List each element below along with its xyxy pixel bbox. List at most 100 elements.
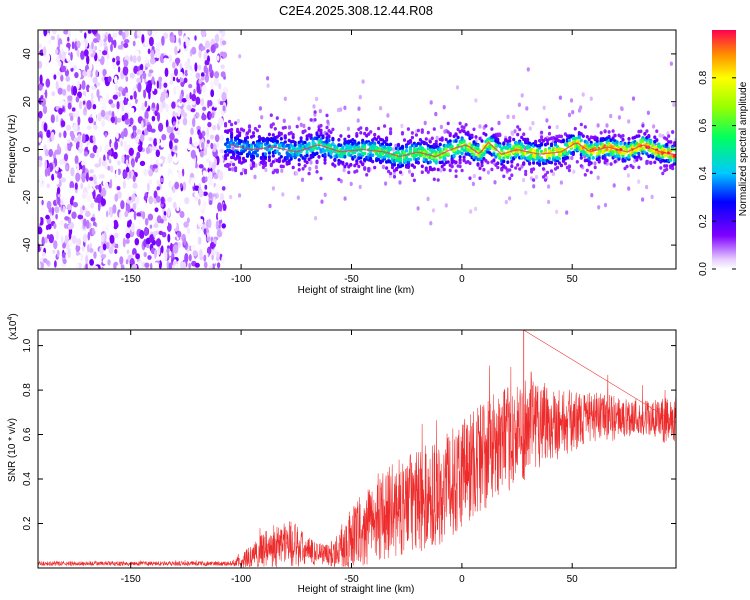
signal-cell: [613, 133, 617, 138]
noise-cell: [84, 107, 87, 112]
noise-cell: [208, 100, 213, 107]
noise-cell: [133, 210, 137, 221]
noise-cell: [47, 166, 51, 177]
signal-cell: [665, 164, 669, 168]
signal-cell: [665, 167, 669, 172]
noise-cell: [194, 35, 197, 41]
noise-cell: [62, 258, 67, 265]
noise-cell: [82, 164, 86, 174]
signal-cell: [426, 130, 430, 135]
noise-cell: [202, 170, 207, 177]
signal-cell: [480, 160, 484, 165]
noise-cell: [151, 115, 156, 122]
noise-cell: [143, 195, 147, 201]
noise-cell: [101, 75, 106, 82]
noise-cell: [193, 88, 196, 95]
noise-cell: [84, 39, 88, 48]
noise-cell: [231, 167, 235, 172]
signal-cell: [263, 152, 267, 156]
signal-cell: [540, 130, 544, 135]
signal-cell: [323, 155, 327, 159]
noise-cell: [128, 105, 132, 113]
noise-cell: [87, 30, 92, 34]
noise-cell: [82, 70, 88, 77]
noise-cell: [135, 98, 138, 104]
noise-cell: [179, 93, 183, 104]
signal-cell: [547, 131, 552, 136]
noise-cell: [116, 117, 122, 123]
noise-cell: [181, 98, 187, 103]
snr-multiplier-base: (x10: [8, 320, 19, 340]
colorbar-tick-label: 0.2: [698, 214, 709, 228]
noise-cell: [161, 134, 167, 141]
signal-cell: [518, 167, 522, 171]
colorbar-gradient: [712, 30, 736, 269]
signal-cell: [327, 138, 331, 143]
noise-cell: [219, 30, 224, 34]
noise-cell: [159, 177, 164, 183]
noise-cell: [151, 145, 158, 152]
noise-cell: [63, 130, 67, 139]
noise-cell: [82, 100, 86, 105]
noise-cell: [139, 63, 144, 71]
noise-cell: [171, 101, 176, 109]
noise-cell: [83, 151, 88, 157]
noise-cell: [222, 105, 226, 112]
noise-cell: [99, 38, 103, 48]
signal-cell: [408, 139, 412, 143]
noise-cell: [102, 33, 105, 40]
signal-cell: [373, 132, 377, 137]
spectral-ridge: [229, 141, 674, 158]
signal-cell: [412, 165, 416, 169]
noise-cell: [42, 105, 48, 114]
signal-cell: [496, 139, 500, 144]
signal-cell: [553, 162, 558, 166]
signal-cell: [448, 133, 452, 138]
noise-cell: [57, 196, 61, 205]
signal-cell: [547, 146, 552, 151]
noise-cell: [287, 125, 292, 130]
noise-cell: [113, 39, 117, 49]
noise-cell: [203, 124, 206, 132]
noise-cell: [38, 226, 43, 235]
noise-cell: [174, 263, 180, 269]
noise-cell: [194, 185, 200, 191]
noise-cell: [565, 210, 569, 215]
signal-cell: [522, 132, 526, 136]
noise-cell: [209, 134, 215, 140]
noise-cell: [177, 107, 181, 117]
noise-cell: [188, 118, 192, 128]
signal-cell: [389, 127, 393, 131]
noise-cell: [147, 255, 152, 260]
signal-cell: [458, 121, 462, 126]
signal-cell: [514, 166, 518, 170]
signal-cell: [295, 124, 299, 129]
signal-cell: [241, 156, 246, 161]
signal-cell: [375, 151, 379, 156]
noise-cell: [596, 123, 600, 128]
signal-cell: [311, 154, 315, 159]
noise-cell: [218, 224, 221, 229]
signal-cell: [506, 160, 510, 164]
signal-cell: [474, 135, 478, 139]
noise-cell: [91, 227, 95, 236]
signal-cell: [528, 162, 532, 166]
noise-cell: [145, 62, 151, 68]
signal-cell: [377, 126, 381, 131]
signal-cell: [228, 144, 232, 149]
noise-cell: [201, 114, 207, 121]
noise-cell: [128, 196, 132, 201]
noise-cell: [531, 121, 535, 126]
noise-cell: [79, 206, 84, 216]
noise-cell: [144, 262, 150, 268]
noise-cell: [172, 244, 179, 254]
noise-cell: [53, 74, 57, 80]
noise-cell: [122, 170, 128, 179]
noise-cell: [125, 259, 129, 265]
noise-cell: [148, 36, 154, 47]
noise-cell: [200, 46, 206, 51]
noise-cell: [119, 211, 122, 221]
signal-cell: [389, 142, 393, 147]
signal-cell: [236, 127, 240, 132]
signal-cell: [508, 153, 512, 157]
